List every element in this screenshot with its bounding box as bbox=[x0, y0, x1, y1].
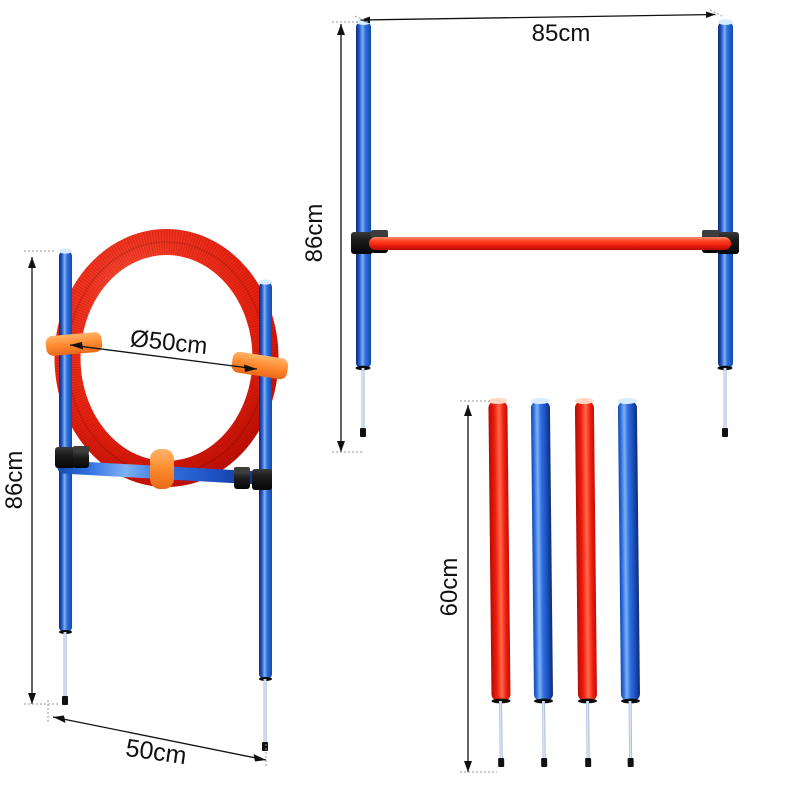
svg-text:86cm: 86cm bbox=[1, 451, 28, 510]
svg-text:85cm: 85cm bbox=[532, 20, 591, 47]
svg-text:60cm: 60cm bbox=[436, 558, 463, 617]
svg-text:86cm: 86cm bbox=[301, 204, 328, 263]
